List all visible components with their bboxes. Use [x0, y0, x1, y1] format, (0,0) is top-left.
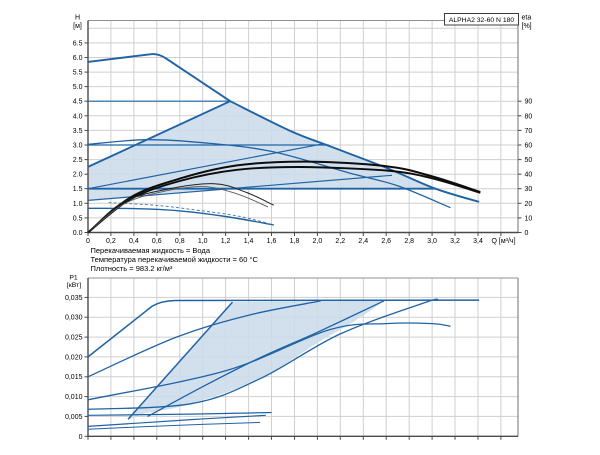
svg-text:40: 40 [525, 172, 533, 179]
svg-text:0,010: 0,010 [65, 394, 83, 401]
svg-text:1,4: 1,4 [244, 238, 254, 245]
svg-text:80: 80 [525, 113, 533, 120]
svg-text:Q [м³/ч]: Q [м³/ч] [492, 238, 516, 245]
svg-text:0: 0 [525, 230, 529, 237]
svg-text:0,020: 0,020 [65, 354, 83, 361]
svg-text:4.5: 4.5 [73, 99, 83, 106]
svg-text:[%]: [%] [522, 23, 532, 30]
svg-text:1,8: 1,8 [290, 238, 300, 245]
svg-text:2,0: 2,0 [313, 238, 323, 245]
svg-text:0,025: 0,025 [65, 335, 83, 342]
svg-text:2,6: 2,6 [381, 238, 391, 245]
svg-text:3.5: 3.5 [73, 128, 83, 135]
svg-text:0.0: 0.0 [73, 230, 83, 237]
svg-text:0: 0 [86, 238, 90, 245]
svg-text:50: 50 [525, 157, 533, 164]
svg-text:30: 30 [525, 186, 533, 193]
svg-text:5.5: 5.5 [73, 70, 83, 77]
svg-text:3,2: 3,2 [450, 238, 460, 245]
svg-text:0,035: 0,035 [65, 295, 83, 302]
svg-text:3.0: 3.0 [73, 143, 83, 150]
svg-text:3,0: 3,0 [427, 238, 437, 245]
svg-text:0,2: 0,2 [106, 238, 116, 245]
svg-text:2.5: 2.5 [73, 157, 83, 164]
svg-text:6.5: 6.5 [73, 40, 83, 47]
svg-text:1,6: 1,6 [267, 238, 277, 245]
svg-text:0,6: 0,6 [152, 238, 162, 245]
svg-text:2,2: 2,2 [335, 238, 345, 245]
svg-text:0.5: 0.5 [73, 215, 83, 222]
svg-text:ALPHA2 32-60 N 180: ALPHA2 32-60 N 180 [449, 17, 515, 24]
svg-text:20: 20 [525, 201, 533, 208]
svg-text:P1: P1 [69, 274, 78, 281]
svg-text:70: 70 [525, 128, 533, 135]
svg-text:2,4: 2,4 [358, 238, 368, 245]
svg-text:2.0: 2.0 [73, 172, 83, 179]
svg-text:0,030: 0,030 [65, 315, 83, 322]
svg-text:6.0: 6.0 [73, 55, 83, 62]
svg-text:0,015: 0,015 [65, 374, 83, 381]
svg-text:4.0: 4.0 [73, 113, 83, 120]
svg-text:60: 60 [525, 143, 533, 150]
svg-text:eta: eta [522, 15, 532, 22]
svg-text:[м]: [м] [73, 23, 82, 30]
svg-text:0: 0 [79, 434, 83, 441]
svg-text:Плотность = 983.2 кг/м³: Плотность = 983.2 кг/м³ [91, 264, 173, 273]
svg-text:1,2: 1,2 [221, 238, 231, 245]
svg-text:10: 10 [525, 215, 533, 222]
svg-text:0,4: 0,4 [129, 238, 139, 245]
svg-text:1,0: 1,0 [198, 238, 208, 245]
svg-text:[кВт]: [кВт] [67, 282, 81, 289]
svg-text:Перекачиваемая жидкость = Вода: Перекачиваемая жидкость = Вода [91, 246, 211, 255]
svg-text:90: 90 [525, 99, 533, 106]
svg-text:0,8: 0,8 [175, 238, 185, 245]
svg-text:2,8: 2,8 [404, 238, 414, 245]
svg-text:3,4: 3,4 [473, 238, 483, 245]
svg-text:0,005: 0,005 [65, 414, 83, 421]
svg-text:5.0: 5.0 [73, 84, 83, 91]
svg-text:H: H [75, 15, 80, 22]
svg-text:1.5: 1.5 [73, 186, 83, 193]
svg-text:Температура перекачиваемой жид: Температура перекачиваемой жидкости = 60… [91, 255, 259, 264]
svg-text:1.0: 1.0 [73, 201, 83, 208]
